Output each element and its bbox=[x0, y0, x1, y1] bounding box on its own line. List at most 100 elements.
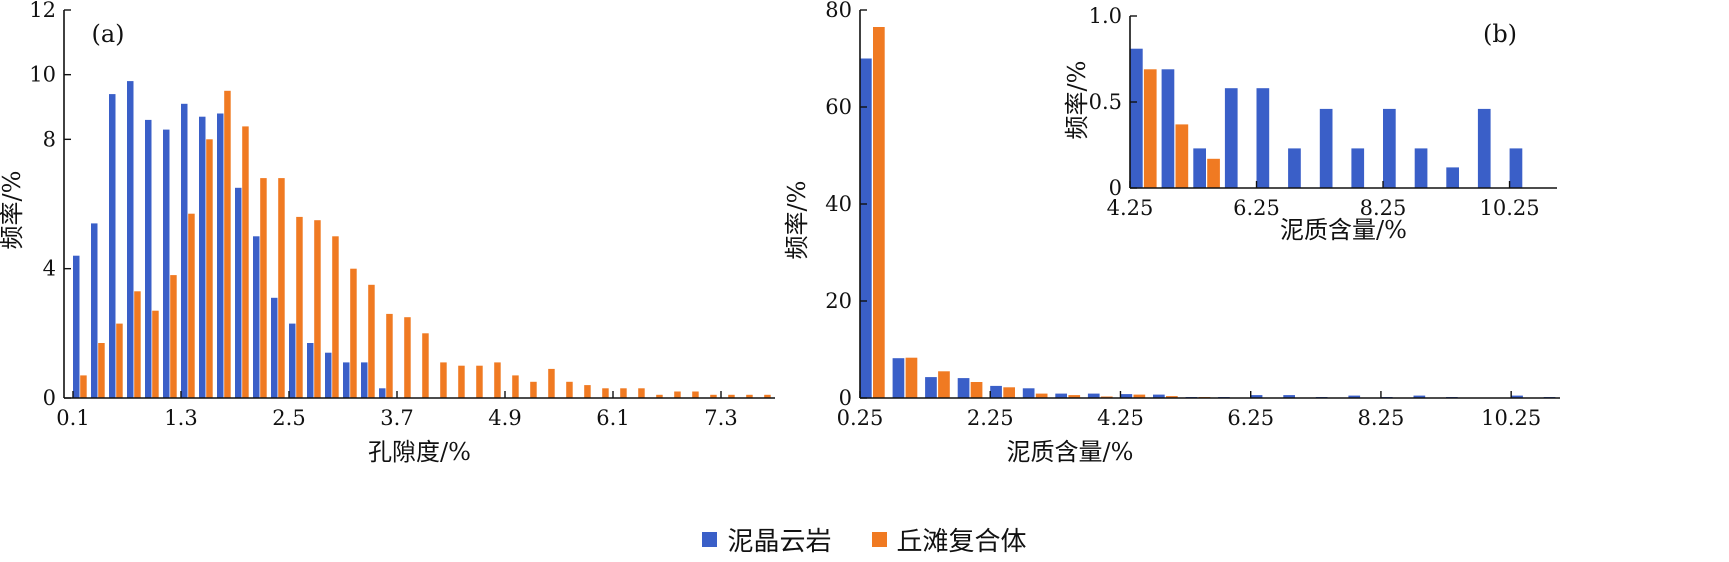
bar-mudstone-13 bbox=[1283, 395, 1295, 398]
bar-mudstone-9 bbox=[1153, 394, 1165, 398]
legend-item-mudstone-dolomite: 泥晶云岩 bbox=[702, 521, 832, 558]
bar-mound-22 bbox=[476, 365, 483, 398]
x-tick-label: 7.3 bbox=[704, 406, 737, 430]
bar-mound-38 bbox=[764, 394, 771, 398]
y-tick-label: 0 bbox=[839, 386, 852, 410]
y-tick-label: 8 bbox=[43, 127, 56, 151]
bar-mound-23 bbox=[494, 362, 501, 398]
bar-mound-28 bbox=[584, 385, 591, 398]
bar-mudstone-0 bbox=[860, 58, 872, 398]
bar-mound-0 bbox=[1143, 69, 1157, 188]
bar-mudstone-2 bbox=[925, 377, 937, 398]
bar-mudstone-20 bbox=[1511, 395, 1523, 398]
legend-label: 丘滩复合体 bbox=[896, 526, 1027, 557]
bar-mound-2 bbox=[1207, 158, 1220, 188]
x-tick-label: 6.1 bbox=[596, 406, 629, 430]
bar-mound-5 bbox=[1035, 393, 1048, 398]
y-tick-label: 12 bbox=[29, 0, 56, 22]
bar-mound-36 bbox=[728, 394, 735, 398]
bar-mudstone-14 bbox=[325, 352, 332, 398]
bar-mudstone-5 bbox=[1022, 388, 1035, 398]
bar-mound-6 bbox=[188, 213, 195, 398]
legend-label: 泥晶云岩 bbox=[727, 526, 832, 557]
bar-mudstone-15 bbox=[343, 362, 350, 398]
y-tick-label: 1.0 bbox=[1089, 4, 1122, 28]
bar-mudstone-6 bbox=[1055, 393, 1067, 398]
x-tick-label: 8.25 bbox=[1358, 406, 1405, 430]
legend: 泥晶云岩 丘滩复合体 bbox=[0, 520, 1729, 558]
bar-mound-31 bbox=[638, 388, 645, 398]
x-axis-title: 孔隙度/% bbox=[368, 438, 471, 466]
bar-mudstone-6 bbox=[181, 103, 188, 399]
bar-mound-37 bbox=[746, 394, 753, 398]
bar-mound-9 bbox=[242, 126, 249, 399]
y-tick-label: 4 bbox=[43, 257, 56, 281]
legend-swatch-blue bbox=[702, 531, 718, 547]
bar-mudstone-9 bbox=[1414, 148, 1428, 188]
x-tick-label: 10.25 bbox=[1479, 196, 1539, 220]
bar-mound-17 bbox=[386, 313, 393, 398]
bar-mudstone-10 bbox=[253, 236, 260, 398]
bar-mudstone-4 bbox=[1256, 88, 1270, 188]
x-axis-title: 泥质含量/% bbox=[1280, 216, 1407, 244]
bar-mudstone-3 bbox=[1224, 88, 1238, 188]
bar-mudstone-12 bbox=[289, 323, 296, 398]
bar-mudstone-3 bbox=[957, 378, 970, 398]
bar-mudstone-10 bbox=[1446, 167, 1459, 188]
legend-item-mound-shoal-complex: 丘滩复合体 bbox=[871, 521, 1027, 558]
bar-mound-20 bbox=[440, 362, 447, 398]
bar-mudstone-5 bbox=[1288, 148, 1301, 188]
bar-mound-34 bbox=[692, 391, 699, 398]
bar-mound-3 bbox=[970, 382, 983, 398]
y-tick-label: 0 bbox=[43, 386, 56, 410]
x-tick-label: 8.25 bbox=[1360, 196, 1407, 220]
bar-mudstone-13 bbox=[307, 343, 314, 398]
bar-mudstone-8 bbox=[217, 113, 224, 398]
bar-mound-12 bbox=[296, 216, 303, 398]
y-tick-label: 20 bbox=[825, 289, 852, 313]
x-tick-label: 3.7 bbox=[380, 406, 413, 430]
bar-mound-35 bbox=[710, 394, 717, 398]
bar-mound-5 bbox=[170, 275, 177, 398]
y-tick-label: 0.5 bbox=[1089, 90, 1122, 114]
x-tick-label: 4.9 bbox=[488, 406, 521, 430]
bar-mound-16 bbox=[368, 284, 375, 398]
bar-mound-30 bbox=[620, 388, 627, 398]
bar-mound-8 bbox=[1133, 394, 1146, 398]
bar-mudstone-4 bbox=[145, 119, 152, 399]
inset-chart: 0 0.5 1.0 4.25 6.25 8.25 10.25 泥质含量/% 频率/% bbox=[1063, 4, 1557, 244]
bar-mound-2 bbox=[938, 371, 950, 398]
y-axis-title: 频率/% bbox=[0, 171, 26, 250]
bar-mudstone-7 bbox=[1087, 393, 1100, 398]
bar-mound-26 bbox=[548, 368, 555, 398]
bar-mound-15 bbox=[350, 268, 357, 398]
bar-mound-24 bbox=[512, 375, 519, 398]
bar-mudstone-7 bbox=[1351, 148, 1365, 188]
bar-mound-21 bbox=[458, 365, 465, 398]
bar-mound-14 bbox=[332, 236, 339, 398]
bar-mound-4 bbox=[152, 310, 159, 398]
bar-mound-4 bbox=[1003, 387, 1015, 398]
chart-a: 0 4 8 10 12 0.1 1.3 2.5 3.7 4.9 6.1 7.3 孔隙度/% 频率/% (a) bbox=[0, 0, 775, 466]
bar-mound-19 bbox=[422, 333, 429, 398]
y-axis-title: 频率/% bbox=[1063, 61, 1091, 140]
bar-mound-11 bbox=[278, 178, 285, 398]
y-tick-label: 0 bbox=[1109, 176, 1122, 200]
y-tick-label: 60 bbox=[825, 95, 852, 119]
y-tick-label: 80 bbox=[825, 0, 852, 22]
bar-mudstone-9 bbox=[235, 187, 242, 398]
legend-swatch-orange bbox=[871, 531, 887, 547]
bar-mound-2 bbox=[116, 323, 123, 398]
bar-mudstone-1 bbox=[1161, 69, 1175, 188]
x-tick-label: 6.25 bbox=[1227, 406, 1274, 430]
bar-mound-32 bbox=[656, 394, 663, 398]
bar-mound-25 bbox=[530, 381, 537, 398]
bar-mound-18 bbox=[404, 317, 411, 398]
bar-mound-33 bbox=[674, 391, 681, 398]
bar-mound-1 bbox=[1175, 124, 1189, 188]
x-tick-label: 0.25 bbox=[837, 406, 884, 430]
bar-mudstone-11 bbox=[271, 297, 278, 398]
bar-mudstone-2 bbox=[1193, 148, 1206, 188]
bar-mound-29 bbox=[602, 388, 609, 398]
y-axis-title: 频率/% bbox=[783, 181, 811, 260]
